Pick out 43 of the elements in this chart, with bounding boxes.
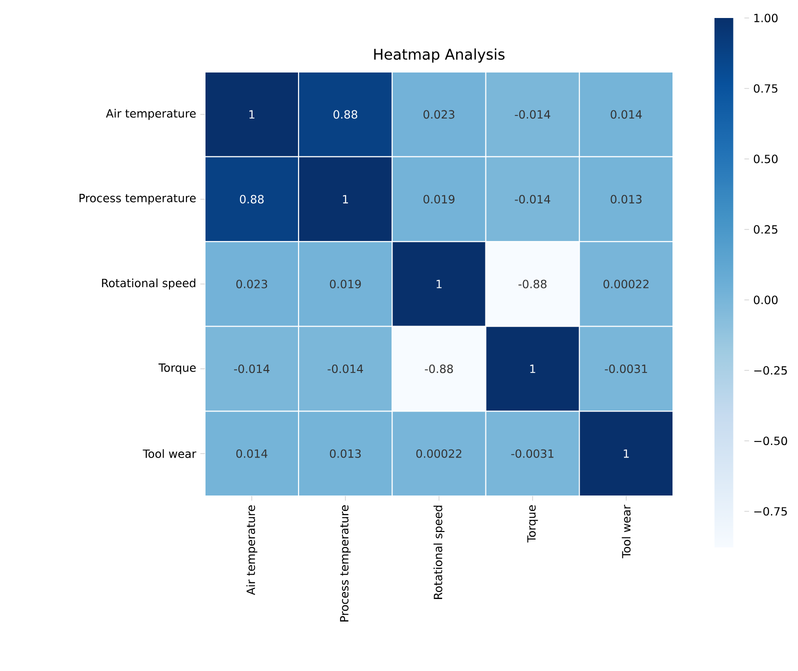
data-label: 1 <box>530 364 536 373</box>
data-label: -0.88 <box>424 364 453 374</box>
data-label: 0.88 <box>334 110 358 119</box>
color-bar-label: 0.75 <box>754 84 778 93</box>
data-label: 0.013 <box>610 194 642 204</box>
y-tick-label: Tool wear <box>142 449 196 458</box>
color-bar-label: 1.00 <box>754 14 778 22</box>
x-tick-label: Rotational speed <box>434 506 444 599</box>
data-label: 1 <box>436 280 442 288</box>
chart-title: Heatmap Analysis <box>374 48 505 63</box>
color-bar-label: −0.25 <box>754 366 787 375</box>
data-label: 0.019 <box>330 280 361 288</box>
color-bar-label: 0.00 <box>754 296 778 304</box>
data-label: 0.00022 <box>604 280 648 288</box>
y-tick-label: Process temperature <box>80 194 196 205</box>
data-label: 0.023 <box>424 110 454 119</box>
data-label: -0.014 <box>514 110 550 119</box>
y-tick-label: Air temperature <box>106 108 196 120</box>
x-tick-label: Process temperature <box>340 505 351 622</box>
color-bar-label: 0.25 <box>754 225 778 234</box>
data-label: 0.019 <box>424 194 454 204</box>
data-label: -0.0031 <box>604 364 648 374</box>
data-label: 0.014 <box>610 110 642 119</box>
color-bar-label: 0.50 <box>754 154 778 164</box>
color-bar-label: −0.75 <box>754 507 787 516</box>
x-tick-label: Torque <box>527 505 538 542</box>
color-bar-label: −0.50 <box>754 436 788 446</box>
data-label: 0.023 <box>236 280 268 288</box>
data-label: 1 <box>624 449 629 458</box>
data-label: 0.014 <box>236 449 268 458</box>
data-label: 1 <box>249 110 254 119</box>
data-label: -0.014 <box>234 364 270 374</box>
data-label: 0.00022 <box>416 449 462 458</box>
y-tick-label: Rotational speed <box>102 278 196 290</box>
x-tick-label: Air temperature <box>246 505 258 596</box>
data-label: -0.0031 <box>511 449 554 458</box>
data-label: -0.014 <box>328 364 364 374</box>
data-label: -0.014 <box>514 194 550 204</box>
y-tick-label: Torque <box>158 363 196 374</box>
x-tick-label: Tool wear <box>622 504 631 558</box>
data-label: 0.013 <box>330 449 361 458</box>
data-label: 1 <box>343 195 348 204</box>
data-label: -0.88 <box>518 280 546 288</box>
